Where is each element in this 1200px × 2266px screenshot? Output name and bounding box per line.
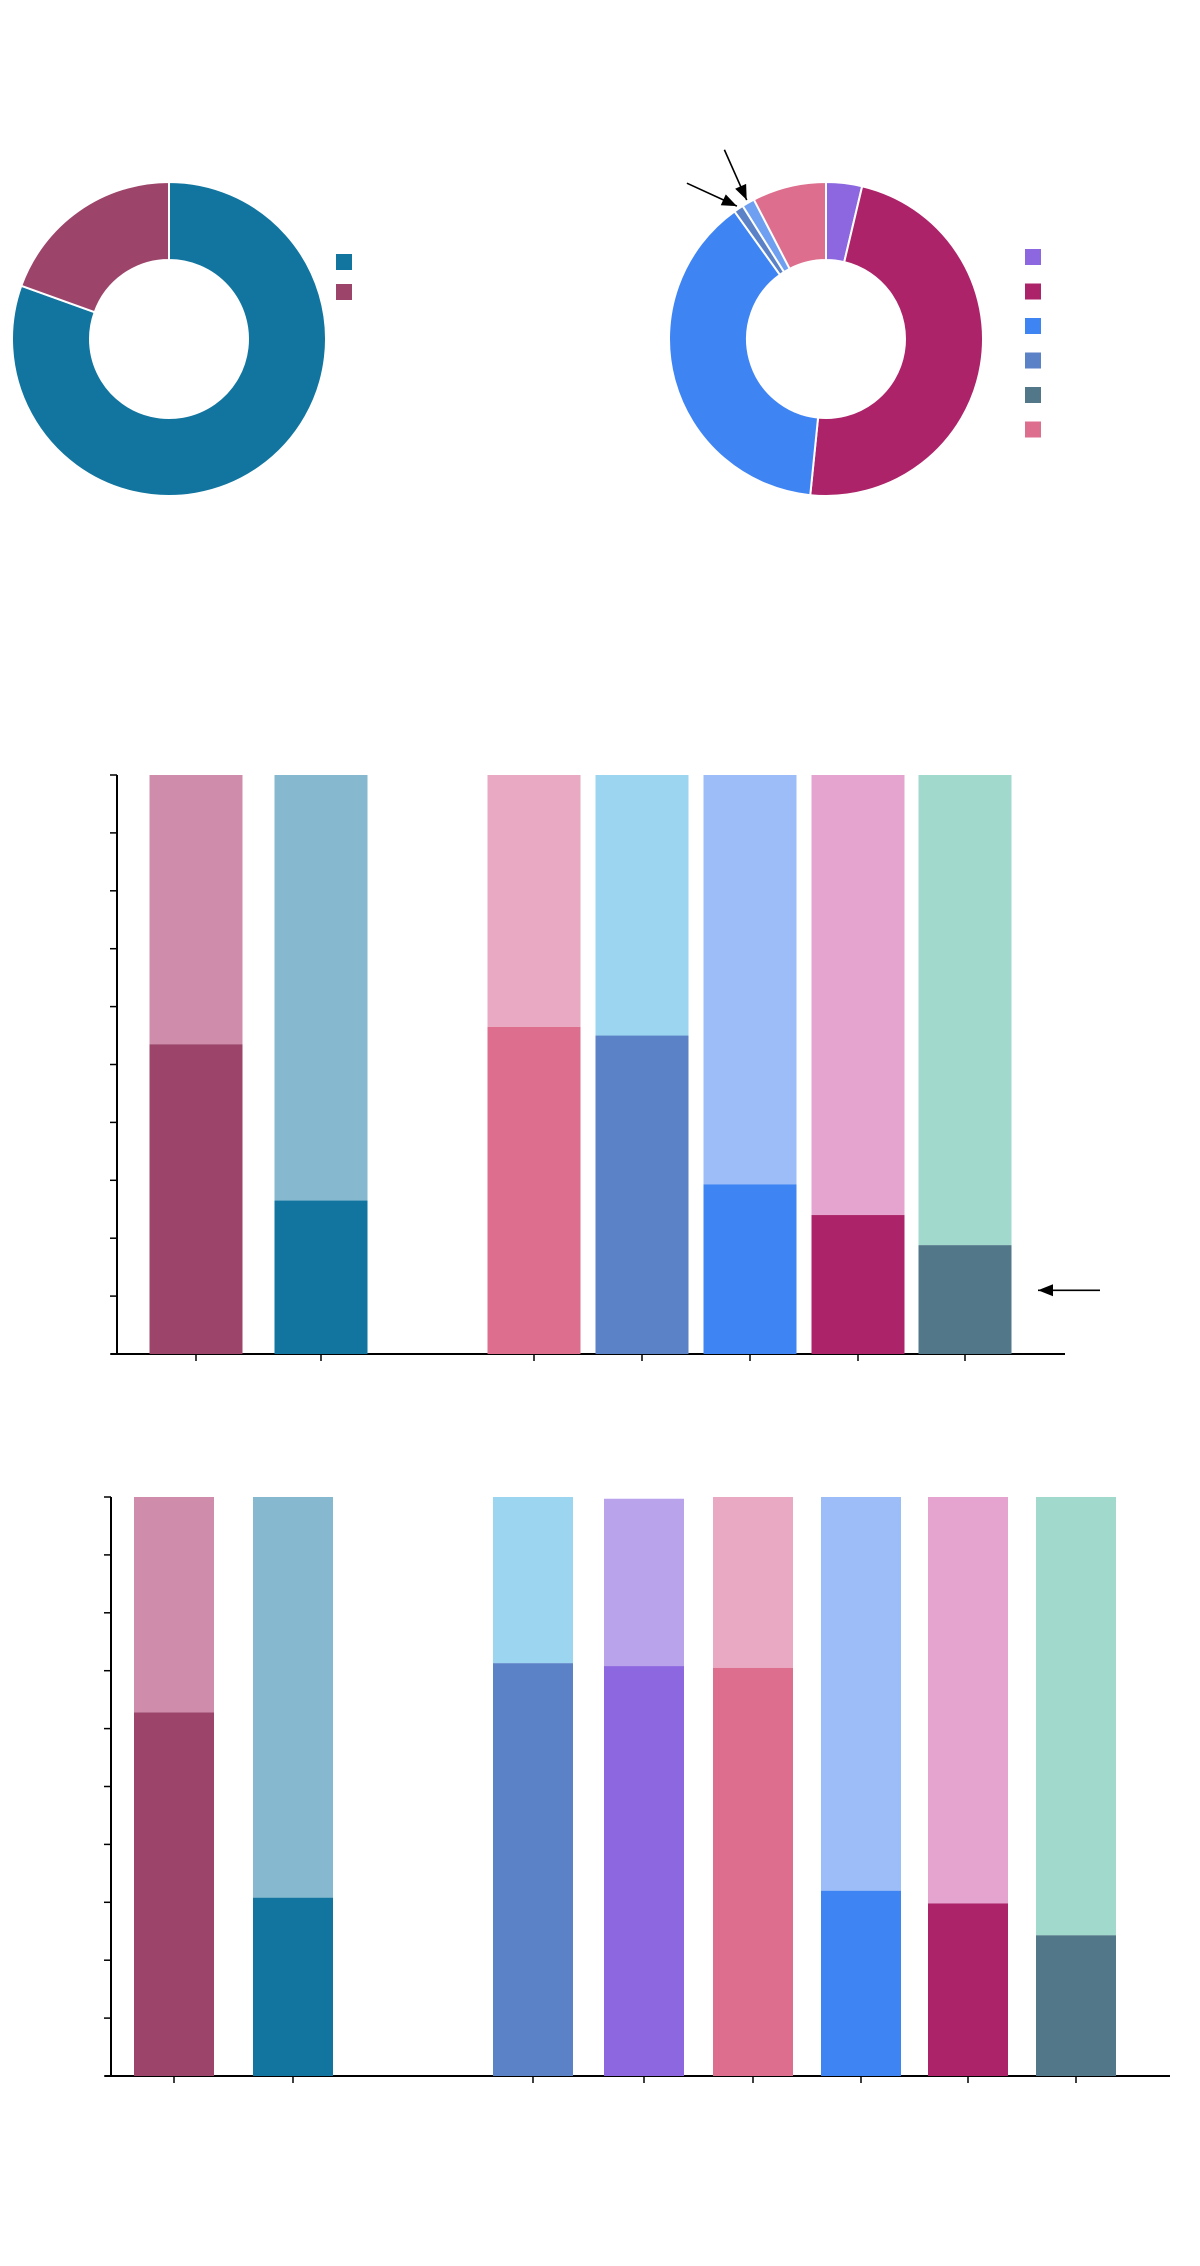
- bar-segment: [821, 1890, 901, 2076]
- donut-annotation-arrow-head: [720, 194, 737, 207]
- bar-segment: [595, 1035, 689, 1354]
- bar-remainder: [134, 1497, 214, 1713]
- donut-slice: [668, 210, 820, 497]
- bar-remainder: [703, 775, 797, 1185]
- bar-segment: [149, 1044, 243, 1354]
- bar-remainder: [487, 775, 581, 1027]
- bar-remainder: [713, 1497, 793, 1668]
- bar-remainder: [1036, 1497, 1116, 1936]
- legend-swatch: [1025, 387, 1041, 403]
- legend-swatch: [1025, 352, 1041, 369]
- legend-swatch: [1025, 318, 1041, 334]
- bar-remainder: [811, 775, 905, 1216]
- donut-slice: [809, 185, 984, 497]
- bar-remainder: [928, 1497, 1008, 1904]
- bar-segment: [703, 1184, 797, 1354]
- legend-swatch: [1025, 421, 1041, 438]
- donut-slice: [11, 180, 327, 497]
- legend-swatch: [336, 284, 352, 300]
- donut-chart-2: [668, 149, 1041, 497]
- bar-remainder: [604, 1498, 684, 1667]
- bar-segment: [493, 1663, 573, 2076]
- bar-remainder: [821, 1497, 901, 1891]
- bar-remainder: [493, 1497, 573, 1664]
- bar-segment: [928, 1903, 1008, 2076]
- bar-segment: [1036, 1935, 1116, 2076]
- bar-segment: [918, 1245, 1012, 1354]
- bar-remainder: [595, 775, 689, 1036]
- stacked-bar-chart-2: [104, 1496, 1170, 2083]
- donut-chart-1: [11, 180, 352, 497]
- bar-annotation-arrow-head: [1038, 1284, 1053, 1297]
- donut-slice: [752, 180, 827, 271]
- bar-segment: [274, 1200, 368, 1354]
- bar-remainder: [274, 775, 368, 1201]
- legend-swatch: [336, 254, 352, 270]
- legend-swatch: [1025, 283, 1041, 300]
- bar-segment: [604, 1666, 684, 2076]
- legend-swatch: [1025, 249, 1041, 265]
- donut-annotation-arrow-head: [735, 183, 747, 201]
- bar-remainder: [918, 775, 1012, 1246]
- bar-segment: [487, 1026, 581, 1354]
- bar-segment: [253, 1897, 333, 2076]
- donut-slice: [20, 180, 170, 314]
- bar-segment: [713, 1667, 793, 2076]
- stacked-bar-chart-1: [110, 774, 1100, 1361]
- bar-segment: [134, 1712, 214, 2076]
- bar-remainder: [253, 1497, 333, 1898]
- bar-remainder: [149, 775, 243, 1045]
- bar-segment: [811, 1215, 905, 1354]
